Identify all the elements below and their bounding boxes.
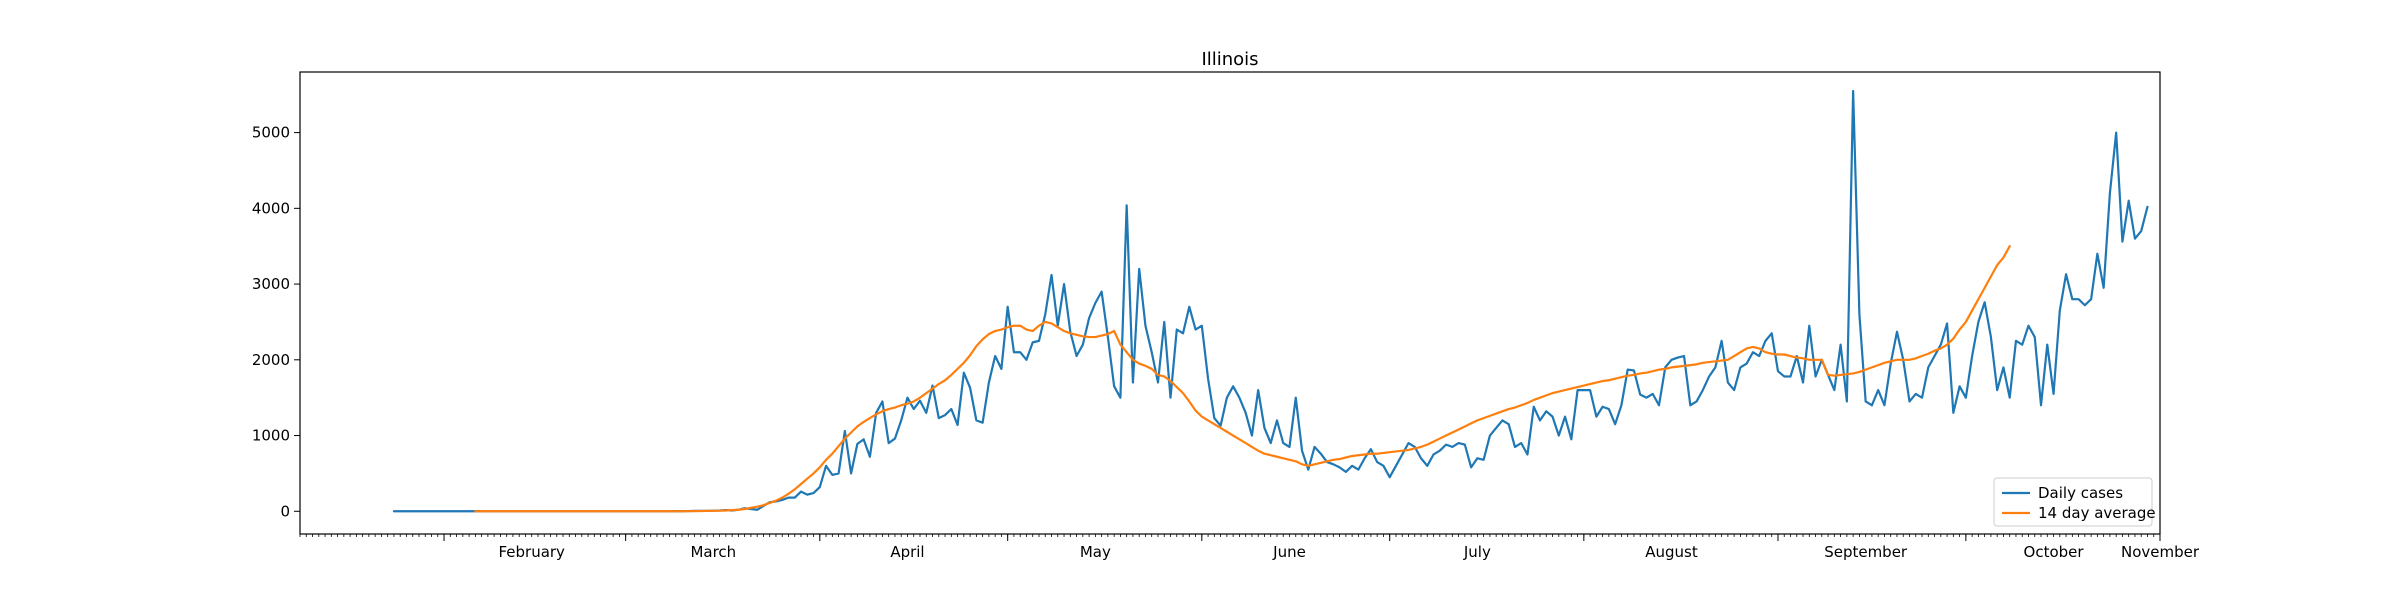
- x-tick-label: August: [1645, 543, 1698, 561]
- x-tick-label: November: [2121, 543, 2200, 561]
- x-tick-label: June: [1272, 543, 1306, 561]
- y-tick-label: 4000: [252, 199, 290, 217]
- legend: Daily cases 14 day average: [1993, 477, 2156, 527]
- y-tick-label: 3000: [252, 275, 290, 293]
- x-tick-label: October: [2024, 543, 2085, 561]
- legend-label: 14 day average: [2038, 504, 2156, 522]
- series-line-daily-cases: [392, 89, 2149, 513]
- x-tick-label: March: [690, 543, 736, 561]
- y-tick-label: 2000: [252, 351, 290, 369]
- y-tick-label: 1000: [252, 427, 290, 445]
- series-line-average: [474, 245, 2011, 513]
- legend-box: [1993, 477, 2153, 527]
- axes: 0 1000 2000 3000 4000 5000 February March April M…: [252, 124, 2200, 561]
- x-tick-label: May: [1080, 543, 1111, 561]
- x-tick-label: July: [1463, 543, 1491, 561]
- x-tick-label: April: [890, 543, 924, 561]
- x-tick-label: September: [1824, 543, 1908, 561]
- y-tick-label: 5000: [252, 124, 290, 142]
- y-tick-label: 0: [280, 502, 290, 520]
- x-tick-label: February: [498, 543, 565, 561]
- chart-title: Illinois: [1201, 49, 1258, 70]
- legend-label: Daily cases: [2038, 484, 2123, 502]
- plot-area: [392, 89, 2149, 513]
- plot-frame: [299, 71, 2161, 535]
